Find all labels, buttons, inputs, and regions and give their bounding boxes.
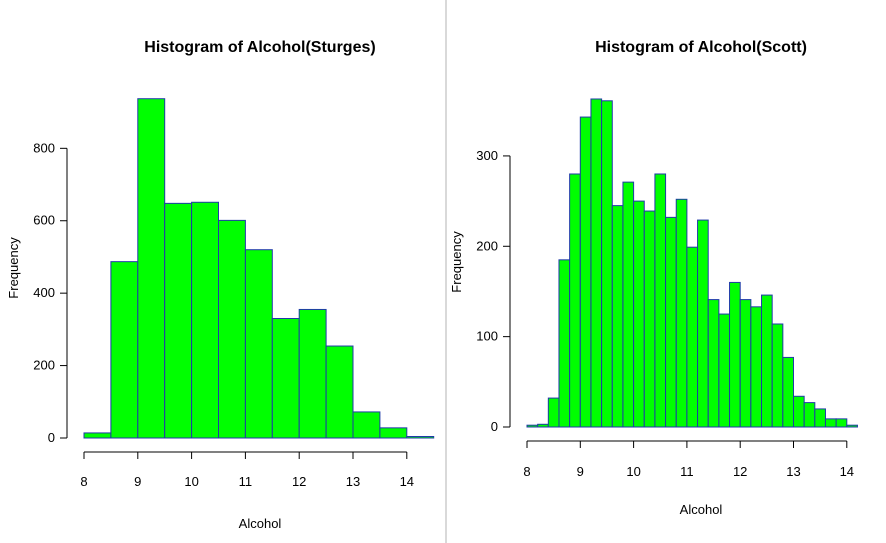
histogram-bar — [164, 202, 193, 439]
histogram-bar — [697, 219, 709, 428]
histogram-bar — [558, 259, 571, 428]
histogram-bar — [547, 397, 560, 428]
y-axis: 0 100 200 300 — [476, 148, 511, 434]
x-tick-label: 13 — [786, 464, 800, 479]
x-axis: 8 9 10 11 12 13 14 — [523, 440, 854, 479]
histogram-bar — [665, 216, 677, 428]
histogram-bar — [675, 198, 688, 428]
histogram-bar — [824, 418, 837, 428]
histogram-bar — [569, 173, 581, 428]
histogram-bar — [298, 308, 327, 439]
x-tick-label: 11 — [680, 464, 694, 479]
histogram-bar — [83, 432, 112, 439]
x-axis: 8 9 10 11 12 13 14 — [80, 451, 414, 489]
chart-title: Histogram of Alcohol(Sturges) — [144, 39, 375, 56]
x-tick-label: 13 — [346, 474, 360, 489]
y-tick-label: 800 — [33, 140, 55, 155]
histogram-bar — [526, 424, 539, 428]
histogram-bar — [718, 313, 731, 428]
x-tick-label: 12 — [733, 464, 747, 479]
x-tick-label: 10 — [184, 474, 198, 489]
x-tick-label: 8 — [80, 474, 87, 489]
y-tick-label: 300 — [476, 148, 498, 163]
histogram-bar — [846, 424, 858, 428]
histogram-bar — [325, 345, 354, 439]
histogram-bar — [579, 116, 592, 428]
histogram-bar — [218, 219, 246, 439]
y-axis-label: Frequency — [449, 231, 464, 293]
x-tick-label: 14 — [840, 464, 854, 479]
x-axis-label: Alcohol — [680, 502, 723, 517]
histogram-bar — [729, 281, 741, 428]
x-tick-label: 14 — [400, 474, 414, 489]
histogram-bar — [622, 181, 635, 428]
histogram-bar — [244, 249, 273, 439]
histogram-bar — [406, 436, 435, 439]
histogram-bar — [793, 395, 805, 428]
histogram-bar — [782, 356, 794, 428]
x-tick-label: 9 — [577, 464, 584, 479]
x-tick-label: 9 — [134, 474, 141, 489]
histogram-panel-sturges: Histogram of Alcohol(Sturges) 8 9 10 11 12 13 1… — [6, 39, 435, 531]
x-tick-label: 8 — [523, 464, 530, 479]
x-tick-label: 11 — [239, 474, 253, 489]
histogram-bar — [271, 318, 300, 439]
histogram-bar — [611, 205, 624, 428]
y-tick-label: 0 — [491, 419, 498, 434]
histogram-bar — [191, 201, 220, 439]
histogram-bar — [835, 418, 848, 428]
y-tick-label: 400 — [33, 285, 55, 300]
histogram-bar — [110, 261, 139, 439]
y-axis: 0 200 400 600 800 — [33, 140, 68, 445]
x-axis-label: Alcohol — [239, 516, 282, 531]
histogram-bar — [750, 306, 763, 428]
y-tick-label: 200 — [476, 238, 498, 253]
histogram-bar — [707, 299, 720, 428]
histogram-bar — [379, 427, 408, 439]
x-tick-label: 10 — [626, 464, 640, 479]
histogram-bar — [654, 173, 667, 428]
y-tick-label: 200 — [33, 358, 55, 373]
y-tick-label: 600 — [33, 213, 55, 228]
histogram-bar — [137, 98, 166, 439]
histogram-bar — [814, 408, 826, 428]
histogram-sturges-chart: Histogram of Alcohol(Sturges) 8 9 10 11 12 13 1… — [6, 39, 435, 531]
histogram-bar — [803, 402, 816, 428]
histogram-bar — [537, 423, 549, 428]
y-tick-label: 100 — [476, 329, 498, 344]
histogram-bar — [761, 294, 773, 428]
histogram-bar — [633, 200, 645, 428]
y-axis-label: Frequency — [6, 237, 21, 299]
histogram-bar — [601, 100, 613, 428]
histogram-bar — [590, 98, 603, 428]
histogram-bar — [771, 323, 784, 428]
histogram-panel-scott: Histogram of Alcohol(Scott) 8 9 10 11 12 13 14 0… — [445, 0, 886, 543]
histogram-bar — [352, 411, 381, 439]
histogram-bar — [643, 210, 656, 428]
chart-title: Histogram of Alcohol(Scott) — [595, 39, 807, 56]
y-tick-label: 0 — [48, 430, 55, 445]
x-tick-label: 12 — [292, 474, 306, 489]
histogram-bar — [686, 246, 699, 428]
histogram-bar — [739, 299, 752, 428]
histogram-scott-chart: Histogram of Alcohol(Scott) 8 9 10 11 12 13 14 0… — [449, 39, 858, 517]
